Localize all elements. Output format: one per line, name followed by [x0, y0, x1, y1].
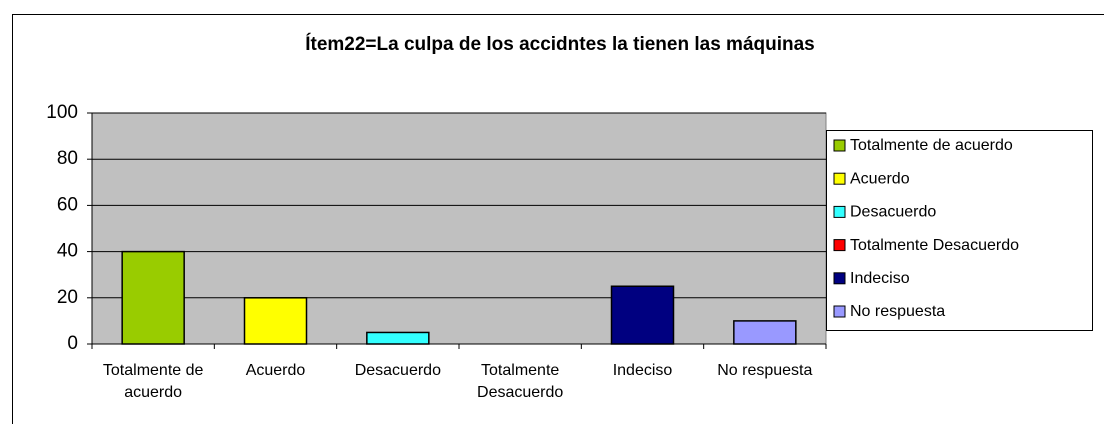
y-tick-label: 100 [46, 102, 78, 123]
bar [121, 250, 185, 345]
bar [610, 285, 675, 345]
chart-title: Ítem22=La culpa de los accidntes la tien… [305, 33, 815, 55]
legend-swatch [833, 272, 846, 285]
bar [366, 331, 430, 345]
x-tick-label: No respuesta [717, 362, 813, 379]
legend-label: Totalmente Desacuerdo [850, 237, 1019, 254]
y-tick-label: 20 [57, 287, 78, 308]
y-tick-label: 0 [67, 333, 78, 354]
x-tick-label: Indeciso [612, 362, 673, 379]
legend-label: Acuerdo [850, 170, 910, 187]
legend [826, 130, 1093, 331]
bar [243, 297, 308, 345]
legend-label: Totalmente de acuerdo [850, 137, 1013, 154]
plot-area [91, 112, 827, 345]
legend-label: No respuesta [850, 303, 945, 320]
legend-swatch [833, 172, 846, 185]
y-tick-label: 40 [57, 241, 78, 262]
y-tick-label: 60 [57, 194, 78, 215]
x-tick-label: Desacuerdo [354, 362, 441, 379]
x-tick-label: Totalmente Desacuerdo [477, 362, 564, 401]
x-tick-label: Acuerdo [245, 362, 306, 379]
legend-swatch [833, 239, 846, 252]
y-tick-label: 80 [57, 148, 78, 169]
legend-swatch [833, 305, 846, 318]
legend-swatch [833, 139, 846, 152]
bar [733, 320, 797, 345]
legend-label: Indeciso [850, 270, 910, 287]
legend-label: Desacuerdo [850, 204, 936, 221]
x-tick-label: Totalmente de acuerdo [102, 362, 204, 401]
legend-swatch [833, 205, 846, 218]
